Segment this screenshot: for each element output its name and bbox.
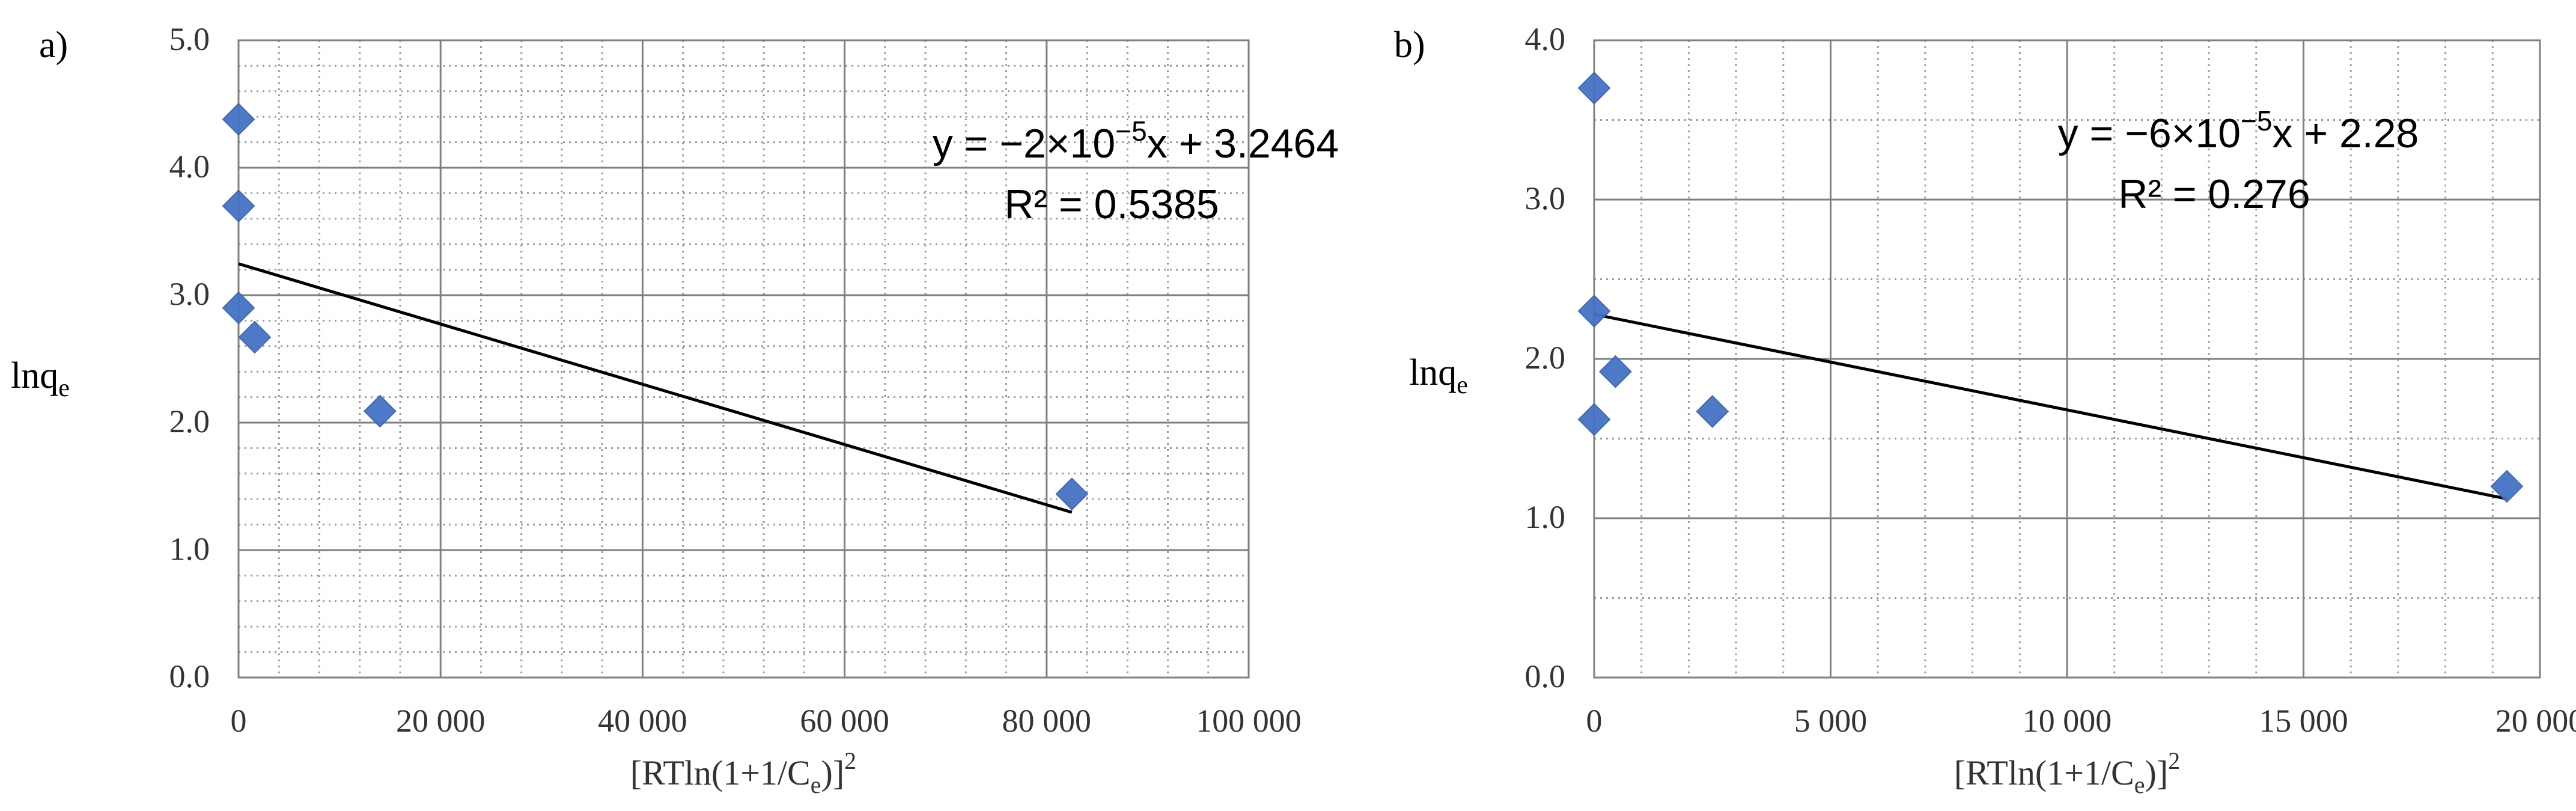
x-tick-label: 100 000: [1196, 703, 1302, 739]
plot-area-border: [1593, 39, 2541, 679]
x-axis-label: [RTln(1+1/Ce)]2: [1954, 747, 2180, 798]
data-point: [1577, 295, 1611, 328]
data-point: [238, 320, 272, 354]
data-point: [363, 394, 397, 428]
x-tick-label: 60 000: [800, 703, 889, 739]
equation-exponent: −5: [1115, 115, 1146, 147]
x-tick-label: 20 000: [2495, 703, 2576, 739]
equation-exponent: −5: [2241, 105, 2272, 136]
y-tick-label: 1.0: [169, 531, 210, 567]
y-axis-label: lnqe: [11, 355, 70, 402]
x-tick-label: 5 000: [1794, 703, 1868, 739]
x-tick-label: 80 000: [1002, 703, 1092, 739]
y-tick-label: 4.0: [1525, 21, 1566, 57]
x-axis-label-sub: e: [2134, 771, 2145, 798]
y-tick-label: 0.0: [169, 658, 210, 694]
trendline: [1594, 313, 2507, 501]
x-axis-label-main: [RTln(1+1/C: [1954, 753, 2134, 792]
y-tick-label: 2.0: [169, 403, 210, 439]
x-axis-label-main: [RTln(1+1/C: [630, 753, 811, 792]
data-point: [222, 291, 255, 325]
x-axis-label-sup: 2: [844, 747, 856, 774]
y-axis-label-main: lnq: [1409, 352, 1457, 393]
equation-tail: x + 2.28: [2272, 111, 2419, 156]
x-axis-label-close: )]: [2145, 753, 2169, 792]
r-squared: R² = 0.276: [2118, 171, 2310, 217]
y-tick-label: 5.0: [169, 21, 210, 57]
y-tick-label: 3.0: [169, 276, 210, 312]
y-tick-label: 4.0: [169, 148, 210, 185]
y-tick-label: 1.0: [1525, 499, 1566, 535]
data-point: [1055, 477, 1089, 511]
panel-label: a): [39, 25, 68, 66]
data-point: [2490, 470, 2524, 503]
data-point: [222, 189, 255, 223]
x-tick-label: 0: [231, 703, 247, 739]
y-axis-label-sub: e: [1457, 372, 1468, 399]
r-squared: R² = 0.5385: [1004, 182, 1219, 227]
y-tick-label: 2.0: [1525, 340, 1566, 376]
data-point: [1577, 72, 1611, 105]
panel-label: b): [1394, 25, 1425, 66]
trendline-equation: y = −6×10−5x + 2.28: [2058, 105, 2419, 156]
x-tick-label: 40 000: [598, 703, 687, 739]
y-tick-label: 3.0: [1525, 180, 1566, 216]
equation-tail: x + 3.2464: [1147, 121, 1339, 167]
data-point: [1577, 403, 1611, 436]
x-tick-label: 15 000: [2259, 703, 2348, 739]
x-axis-label-sub: e: [811, 771, 821, 798]
equation-main: y = −2×10: [933, 121, 1115, 167]
x-tick-label: 0: [1586, 703, 1603, 739]
x-axis-label-close: )]: [821, 753, 845, 792]
x-axis-label-sup: 2: [2168, 747, 2180, 774]
x-tick-label: 20 000: [396, 703, 486, 739]
y-axis-label: lnqe: [1409, 352, 1468, 399]
data-point: [1599, 355, 1632, 388]
equation-main: y = −6×10: [2058, 111, 2241, 156]
data-point: [1696, 395, 1729, 428]
y-axis-label-sub: e: [58, 375, 70, 402]
trendline: [238, 262, 1073, 514]
data-points: [1577, 72, 2524, 503]
chart-panel-a: 0.0 1.0 2.0 3.0 4.0 5.0 0 20 000 40 000 60 000 80 …: [11, 21, 1339, 798]
trendline-equation: y = −2×10−5x + 3.2464: [933, 115, 1339, 167]
data-point: [222, 103, 255, 136]
x-axis-label: [RTln(1+1/Ce)]2: [630, 747, 856, 798]
y-tick-label: 0.0: [1525, 658, 1566, 694]
chart-panel-b: 0.0 1.0 2.0 3.0 4.0 0 5 000 10 000 15 000 20 000 b…: [1394, 21, 2576, 798]
data-points: [222, 103, 1089, 511]
plot-area-border: [237, 39, 1250, 679]
y-axis-label-main: lnq: [11, 355, 58, 396]
x-tick-label: 10 000: [2023, 703, 2112, 739]
